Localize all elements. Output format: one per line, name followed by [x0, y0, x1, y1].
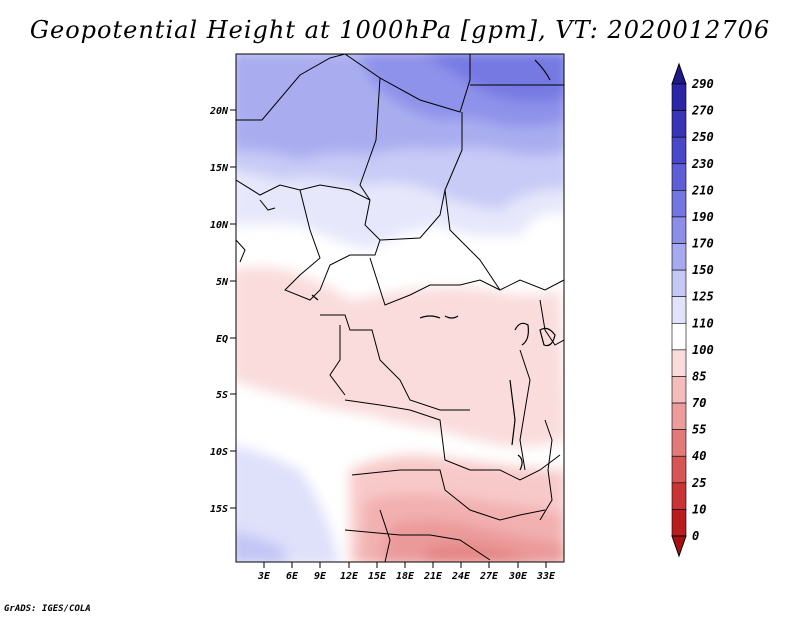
- colorbar-swatch: [671, 110, 687, 138]
- lat-tick-label: EQ: [216, 334, 228, 345]
- colorbar-label: 250: [691, 130, 714, 144]
- lon-tick-labels: 3E 6E 9E 12E 15E 18E 21E 24E 27E 30E 33E: [257, 571, 556, 582]
- colorbar-swatch: [671, 509, 687, 537]
- lon-tick-label: 27E: [479, 571, 499, 582]
- lon-tick-label: 15E: [368, 571, 387, 582]
- credit-text: GrADS: IGES/COLA: [4, 604, 91, 614]
- lon-tick-label: 12E: [340, 571, 359, 582]
- map-title: Geopotential Height at 1000hPa [gpm], VT…: [29, 16, 771, 44]
- colorbar-swatch: [671, 376, 687, 404]
- colorbar-swatch: [671, 322, 687, 351]
- lon-tick-label: 21E: [423, 571, 443, 582]
- lon-tick-label: 33E: [536, 571, 556, 582]
- colorbar-swatch: [671, 163, 687, 191]
- colorbar-swatch: [671, 136, 687, 165]
- colorbar-label: 25: [691, 476, 706, 490]
- colorbar-label: 210: [691, 183, 714, 197]
- lon-tick-label: 30E: [508, 571, 528, 582]
- colorbar-swatch: [671, 455, 687, 484]
- colorbar-swatch: [671, 190, 687, 218]
- colorbar-swatch: [671, 349, 687, 377]
- colorbar: 2902702502302101901701501251101008570554…: [671, 62, 714, 558]
- lat-tick-label: 15N: [210, 163, 229, 174]
- lat-tick-label: 15S: [210, 504, 228, 515]
- lon-tick-label: 9E: [314, 571, 327, 582]
- colorbar-label: 125: [692, 290, 714, 304]
- colorbar-swatch: [671, 216, 687, 244]
- lat-tick-label: 20N: [209, 106, 229, 117]
- lat-tick-label: 5N: [216, 277, 229, 288]
- height-field: [236, 54, 564, 562]
- lakes: [311, 59, 556, 471]
- lat-tick-label: 5S: [216, 390, 228, 401]
- colorbar-label: 0: [692, 529, 699, 543]
- country-borders: [236, 54, 564, 562]
- colorbar-label: 150: [692, 263, 714, 277]
- lon-tick-label: 6E: [286, 571, 299, 582]
- lat-tick-label: 10S: [210, 447, 228, 458]
- colorbar-swatch: [671, 296, 687, 324]
- lon-axis: [263, 562, 547, 568]
- colorbar-label: 170: [692, 237, 714, 251]
- lat-axis: [230, 109, 236, 509]
- map-frame: [235, 53, 565, 563]
- colorbar-swatch: [671, 243, 687, 271]
- lon-tick-label: 3E: [257, 571, 271, 582]
- colorbar-swatch: [671, 83, 687, 111]
- colorbar-label: 190: [692, 210, 714, 224]
- colorbar-label: 230: [691, 157, 714, 171]
- colorbar-swatch: [671, 402, 687, 430]
- colorbar-label: 290: [691, 77, 714, 91]
- colorbar-swatch: [671, 429, 687, 457]
- colorbar-label: 85: [692, 369, 706, 383]
- colorbar-top-arrow: [671, 62, 687, 85]
- lon-tick-label: 24E: [451, 571, 471, 582]
- colorbar-label: 40: [692, 449, 706, 463]
- colorbar-swatch: [671, 269, 687, 298]
- lat-tick-label: 10N: [210, 220, 229, 231]
- colorbar-label: 270: [691, 104, 714, 118]
- colorbar-bottom-arrow: [671, 535, 687, 558]
- lat-tick-labels: 20N 15N 10N 5N EQ 5S 10S 15S: [209, 106, 229, 515]
- lon-tick-label: 18E: [396, 571, 415, 582]
- colorbar-label: 70: [692, 396, 706, 410]
- colorbar-label: 55: [692, 423, 706, 437]
- colorbar-label: 100: [692, 343, 714, 357]
- colorbar-swatch: [671, 482, 687, 510]
- colorbar-label: 10: [692, 502, 706, 516]
- colorbar-label: 110: [692, 316, 714, 330]
